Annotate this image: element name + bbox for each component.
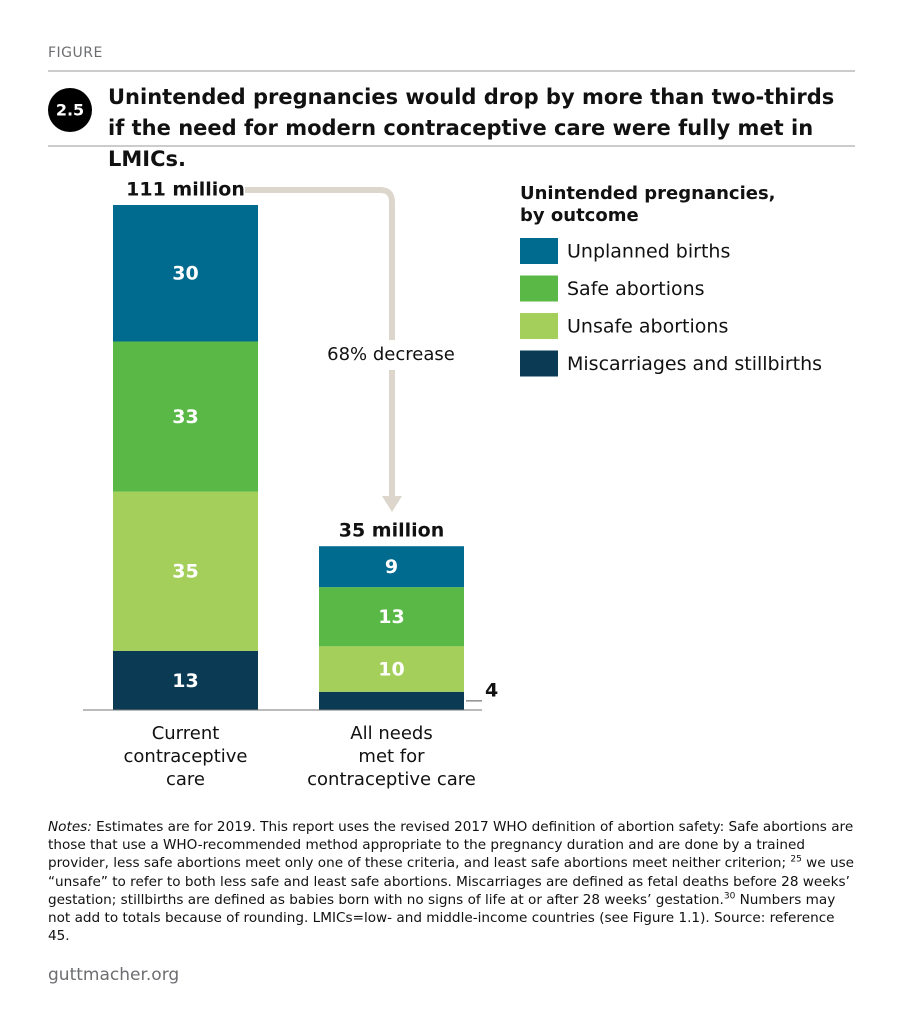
x-tick-label: All needs met for contraceptive care — [307, 723, 476, 790]
bar-segment — [319, 546, 464, 588]
legend-swatch — [520, 238, 558, 264]
reference: 30 — [723, 891, 736, 902]
legend-title-line: by outcome — [520, 205, 639, 226]
data-label: 13 — [378, 606, 404, 628]
annotation-bg — [320, 340, 462, 370]
data-label: 10 — [378, 659, 404, 681]
notes: Notes: Estimates are for 2019. This repo… — [48, 818, 856, 945]
badge-label: 2.5 — [56, 101, 84, 120]
bar-segment — [319, 646, 464, 692]
legend-title: Unintended pregnancies, by outcome — [520, 183, 776, 226]
data-label: 9 — [385, 556, 398, 578]
notes-text: we use “unsafe” to refer to both less sa… — [48, 855, 855, 908]
arrow — [245, 187, 395, 500]
legend-title-line: Unintended pregnancies, — [520, 183, 776, 204]
notes-label: Notes: — [48, 819, 92, 835]
kicker: FIGURE — [48, 45, 103, 61]
legend-label: Safe abortions — [567, 278, 705, 300]
reference: 25 — [790, 854, 802, 865]
total-label: 35 million — [339, 520, 444, 542]
total-label: 111 million — [126, 179, 245, 201]
badge — [48, 88, 92, 132]
legend-label: Unsafe abortions — [567, 316, 728, 338]
x-tick-label: Current contraceptive care — [123, 723, 248, 790]
bar-segment — [113, 650, 258, 710]
data-label: 13 — [172, 670, 198, 692]
bar-segment — [319, 691, 464, 710]
data-label: 30 — [172, 263, 198, 285]
arrow-head — [382, 496, 402, 512]
bar-segment — [113, 341, 258, 492]
legend-swatch — [520, 350, 558, 377]
data-label: 35 — [172, 561, 198, 583]
notes-text: Estimates are for 2019. This report uses… — [48, 819, 854, 872]
annotation: 68% decrease — [327, 344, 455, 365]
legend-swatch — [520, 275, 558, 302]
bar-segment — [113, 491, 258, 651]
title: Unintended pregnancies would drop by mor… — [108, 85, 835, 171]
data-label: 4 — [485, 679, 498, 701]
legend-label: Miscarriages and stillbirths — [567, 353, 822, 375]
notes-text: Numbers may not add to totals because of… — [48, 891, 836, 945]
data-label: 33 — [172, 406, 198, 428]
legend-swatch — [520, 313, 558, 339]
legend-label: Unplanned births — [567, 241, 730, 263]
bar-segment — [319, 587, 464, 647]
footer: guttmacher.org — [48, 965, 180, 985]
bar-segment — [113, 205, 258, 342]
